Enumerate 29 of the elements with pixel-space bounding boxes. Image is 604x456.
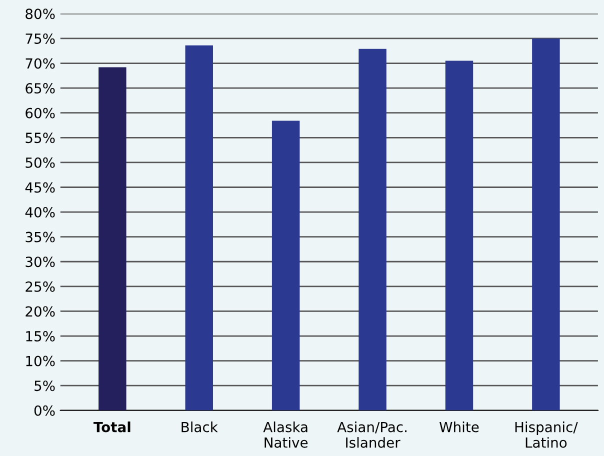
y-tick-label: 20% [26,306,55,317]
y-tick-label: 65% [26,83,55,94]
x-tick-label: Asian/Pac. Islander [337,422,406,448]
y-tick-label: 35% [26,232,55,242]
bar [185,45,213,410]
bar [358,48,386,410]
y-tick-label: 0% [34,405,55,416]
y-tick-label: 10% [26,356,55,366]
x-tick-label: Total [94,422,130,432]
bar [98,67,126,410]
y-tick-label: 55% [26,132,55,144]
y-tick-label: 80% [26,8,55,20]
y-tick-label: 45% [25,182,55,193]
y-tick-label: 30% [26,256,55,268]
y-tick-label: 50% [26,157,55,168]
y-tick-label: 70% [26,58,55,69]
y-tick-label: 60% [26,108,55,118]
y-tick-label: 75% [26,33,55,44]
bar [272,120,300,410]
y-tick-label: 5% [34,380,55,392]
y-tick-label: 15% [26,330,55,342]
x-tick-label: Hispanic/ Latino [515,422,578,448]
bar [445,60,474,410]
bar [532,38,560,410]
x-tick-label: Alaska Native [263,422,308,448]
x-tick-label: Black [182,422,218,432]
y-tick-label: 25% [26,281,55,292]
y-tick-label: 40% [25,207,55,218]
x-tick-label: White [440,422,479,432]
